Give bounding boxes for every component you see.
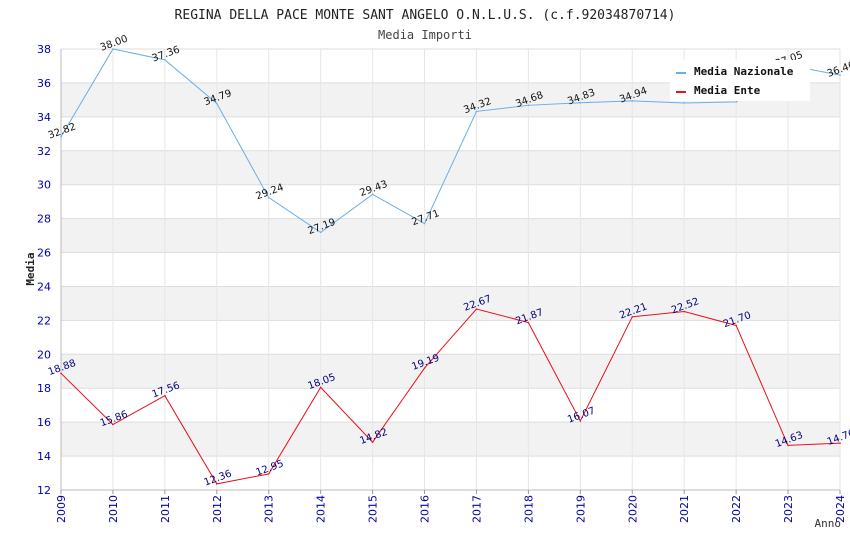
y-axis-label: Media xyxy=(24,252,37,285)
chart-subtitle: Media Importi xyxy=(378,28,472,42)
data-point xyxy=(112,423,114,426)
data-label: 38.00 xyxy=(99,34,130,54)
data-point xyxy=(527,104,530,107)
data-point xyxy=(475,110,478,113)
x-tick-label: 2019 xyxy=(574,495,587,523)
legend-label: Media Nazionale xyxy=(694,65,794,78)
data-label: 36.46 xyxy=(826,60,850,80)
data-point xyxy=(423,367,426,369)
data-point xyxy=(267,196,270,199)
y-tick-label: 38 xyxy=(37,43,51,56)
x-tick-label: 2020 xyxy=(626,495,639,523)
x-tick-label: 2012 xyxy=(211,495,224,523)
data-point xyxy=(839,74,841,76)
chart-title: REGINA DELLA PACE MONTE SANT ANGELO O.N.… xyxy=(175,8,676,23)
data-label: 12.95 xyxy=(255,458,286,478)
x-axis-ticks: 2009 2010 2011 2012 2013 2014 2015 2016 2017 2018… xyxy=(55,490,847,523)
x-tick-label: 2024 xyxy=(834,495,847,523)
grid-lines xyxy=(60,48,841,491)
data-point xyxy=(319,231,322,234)
data-point xyxy=(164,394,166,397)
data-label: 12.36 xyxy=(203,468,234,488)
data-label: 32.82 xyxy=(47,121,78,141)
data-point xyxy=(216,483,218,485)
grid-band xyxy=(61,422,840,457)
legend: Media Nazionale Media Ente xyxy=(670,60,810,101)
y-tick-label: 20 xyxy=(37,348,51,361)
x-tick-label: 2022 xyxy=(730,495,743,523)
x-tick-label: 2009 xyxy=(55,495,68,523)
data-point xyxy=(216,102,218,105)
data-point xyxy=(735,101,737,103)
y-tick-label: 28 xyxy=(37,213,51,226)
x-tick-label: 2023 xyxy=(782,495,795,523)
grid-band xyxy=(61,354,840,389)
x-axis-label: Anno xyxy=(815,517,842,530)
y-tick-label: 24 xyxy=(37,280,51,293)
data-point xyxy=(787,444,789,447)
x-tick-label: 2017 xyxy=(470,495,483,523)
y-tick-label: 22 xyxy=(37,314,51,327)
grid-bands xyxy=(61,82,840,457)
data-point xyxy=(579,420,582,422)
data-point xyxy=(631,100,634,102)
data-point xyxy=(164,59,166,61)
legend-label: Media Ente xyxy=(694,84,761,97)
data-point xyxy=(112,48,114,50)
grid-band xyxy=(61,218,840,253)
series-line xyxy=(60,308,841,485)
y-tick-label: 18 xyxy=(37,382,51,395)
x-tick-label: 2010 xyxy=(107,495,120,523)
y-tick-label: 32 xyxy=(37,145,51,158)
x-tick-label: 2011 xyxy=(159,495,172,523)
data-point xyxy=(683,102,685,104)
y-axis-ticks: 12 14 16 18 20 22 24 26 28 30 32 34 36 38 xyxy=(37,43,51,497)
data-point xyxy=(423,222,426,225)
y-tick-label: 16 xyxy=(37,416,51,429)
data-point xyxy=(371,441,374,443)
x-tick-label: 2015 xyxy=(367,495,380,523)
data-point xyxy=(60,372,62,375)
x-tick-label: 2013 xyxy=(263,495,276,523)
data-point xyxy=(631,316,634,318)
x-tick-label: 2014 xyxy=(315,495,328,523)
y-tick-label: 12 xyxy=(37,484,51,497)
data-point xyxy=(475,308,478,310)
y-tick-label: 14 xyxy=(37,450,51,463)
y-tick-label: 36 xyxy=(37,77,51,90)
x-tick-label: 2021 xyxy=(678,495,691,523)
data-point xyxy=(371,193,374,196)
data-point xyxy=(839,442,841,444)
data-point xyxy=(319,386,322,389)
data-point xyxy=(579,101,582,104)
data-point xyxy=(683,310,685,313)
legend-box xyxy=(670,60,810,101)
series-line xyxy=(60,48,841,233)
data-point xyxy=(267,473,270,475)
data-point xyxy=(527,321,530,324)
x-tick-label: 2018 xyxy=(522,495,535,523)
data-point xyxy=(735,324,737,327)
data-point xyxy=(60,136,62,138)
grid-band xyxy=(61,286,840,321)
y-tick-label: 26 xyxy=(37,247,51,260)
data-label: 37.36 xyxy=(151,44,182,64)
x-tick-label: 2016 xyxy=(419,495,432,523)
y-tick-label: 30 xyxy=(37,179,51,192)
y-tick-label: 34 xyxy=(37,111,51,124)
